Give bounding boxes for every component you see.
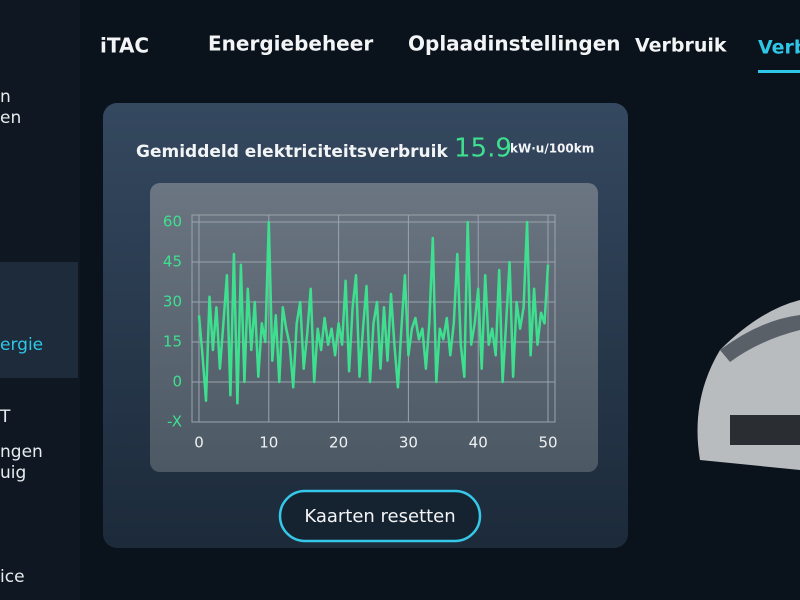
consumption-line: [197, 220, 550, 405]
sidebar-item[interactable]: ngen: [0, 442, 43, 462]
sidebar-item[interactable]: uig: [0, 463, 26, 483]
x-tick-label: 0: [194, 434, 204, 452]
sidebar-item[interactable]: n: [0, 87, 11, 107]
x-tick-label: 20: [329, 434, 348, 452]
car-windshield: [720, 315, 800, 362]
sidebar-item[interactable]: T: [0, 407, 11, 427]
tab-active[interactable]: Verbr: [758, 37, 800, 59]
consumption-value: 15.9: [454, 134, 512, 164]
sidebar-item[interactable]: ice: [0, 567, 25, 587]
tab-underline: [758, 70, 800, 73]
x-tick-label: 40: [469, 434, 488, 452]
tab[interactable]: iTAC: [100, 34, 149, 58]
tab[interactable]: Oplaadinstellingen: [408, 32, 621, 56]
tab[interactable]: Energiebeheer: [208, 32, 373, 56]
plot-frame: [191, 214, 556, 423]
button[interactable]: [278, 489, 482, 543]
y-tick-label: 30: [163, 293, 182, 311]
sidebar-item[interactable]: en: [0, 108, 21, 128]
y-tick-label: 0: [172, 373, 182, 391]
y-tick-label: 15: [163, 333, 182, 351]
y-tick-label: 45: [163, 253, 182, 271]
sidebar-selected: [0, 262, 78, 378]
car-grille: [730, 415, 800, 445]
button-label[interactable]: Kaarten resetten: [304, 506, 455, 527]
panel-title: Gemiddeld elektriciteitsverbruik: [136, 142, 448, 162]
sidebar-item-active[interactable]: ergie: [0, 335, 43, 355]
x-tick-label: 10: [259, 434, 278, 452]
y-tick-label: -X: [167, 413, 182, 431]
y-tick-label: 60: [163, 213, 182, 231]
tab[interactable]: Verbruik: [635, 35, 727, 57]
x-tick-label: 50: [538, 434, 557, 452]
car: [697, 300, 800, 470]
consumption-unit: kW·u/100km: [510, 142, 594, 156]
x-tick-label: 30: [399, 434, 418, 452]
